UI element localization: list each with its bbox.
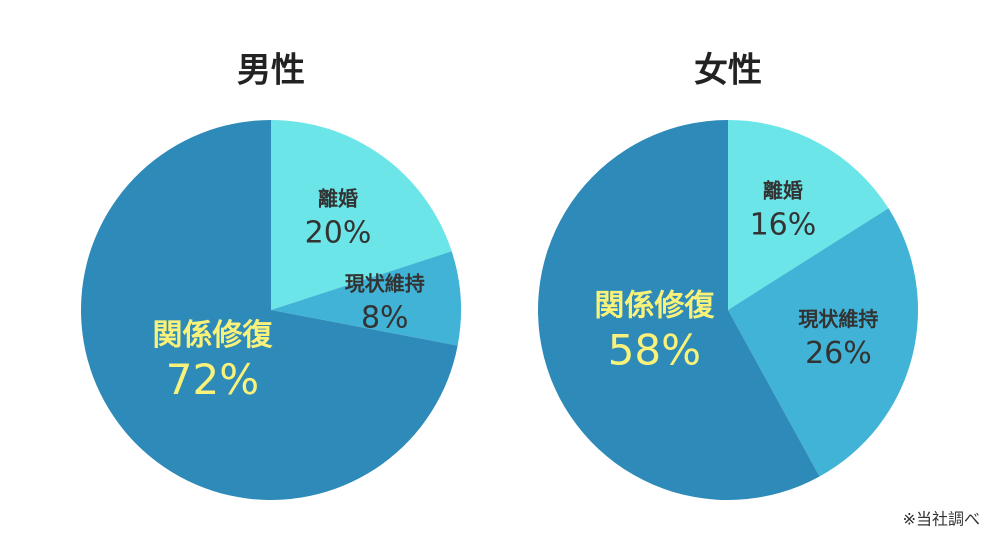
slice-label: 現状維持 — [345, 271, 425, 295]
slice-label: 現状維持 — [798, 307, 878, 331]
pie-slice — [728, 208, 919, 477]
chart-title: 女性 — [694, 51, 762, 91]
slice-label: 関係修復 — [594, 288, 715, 323]
pie-slice — [271, 120, 452, 310]
value-label: 58% — [608, 325, 701, 374]
value-label: 26% — [805, 336, 872, 371]
chart-title: 男性 — [237, 51, 305, 91]
pie-slice — [80, 120, 458, 500]
value-label: 16% — [750, 208, 817, 243]
pie-slice — [271, 251, 462, 346]
value-label: 72% — [166, 355, 259, 404]
pie-slice — [728, 120, 889, 310]
slice-label: 離婚 — [318, 186, 358, 210]
footnote: ※当社調べ — [903, 510, 980, 529]
value-label: 8% — [361, 300, 409, 335]
slice-label: 離婚 — [763, 179, 803, 203]
value-label: 20% — [305, 215, 372, 250]
slice-label: 関係修復 — [152, 318, 273, 353]
pie-slice — [538, 120, 820, 500]
